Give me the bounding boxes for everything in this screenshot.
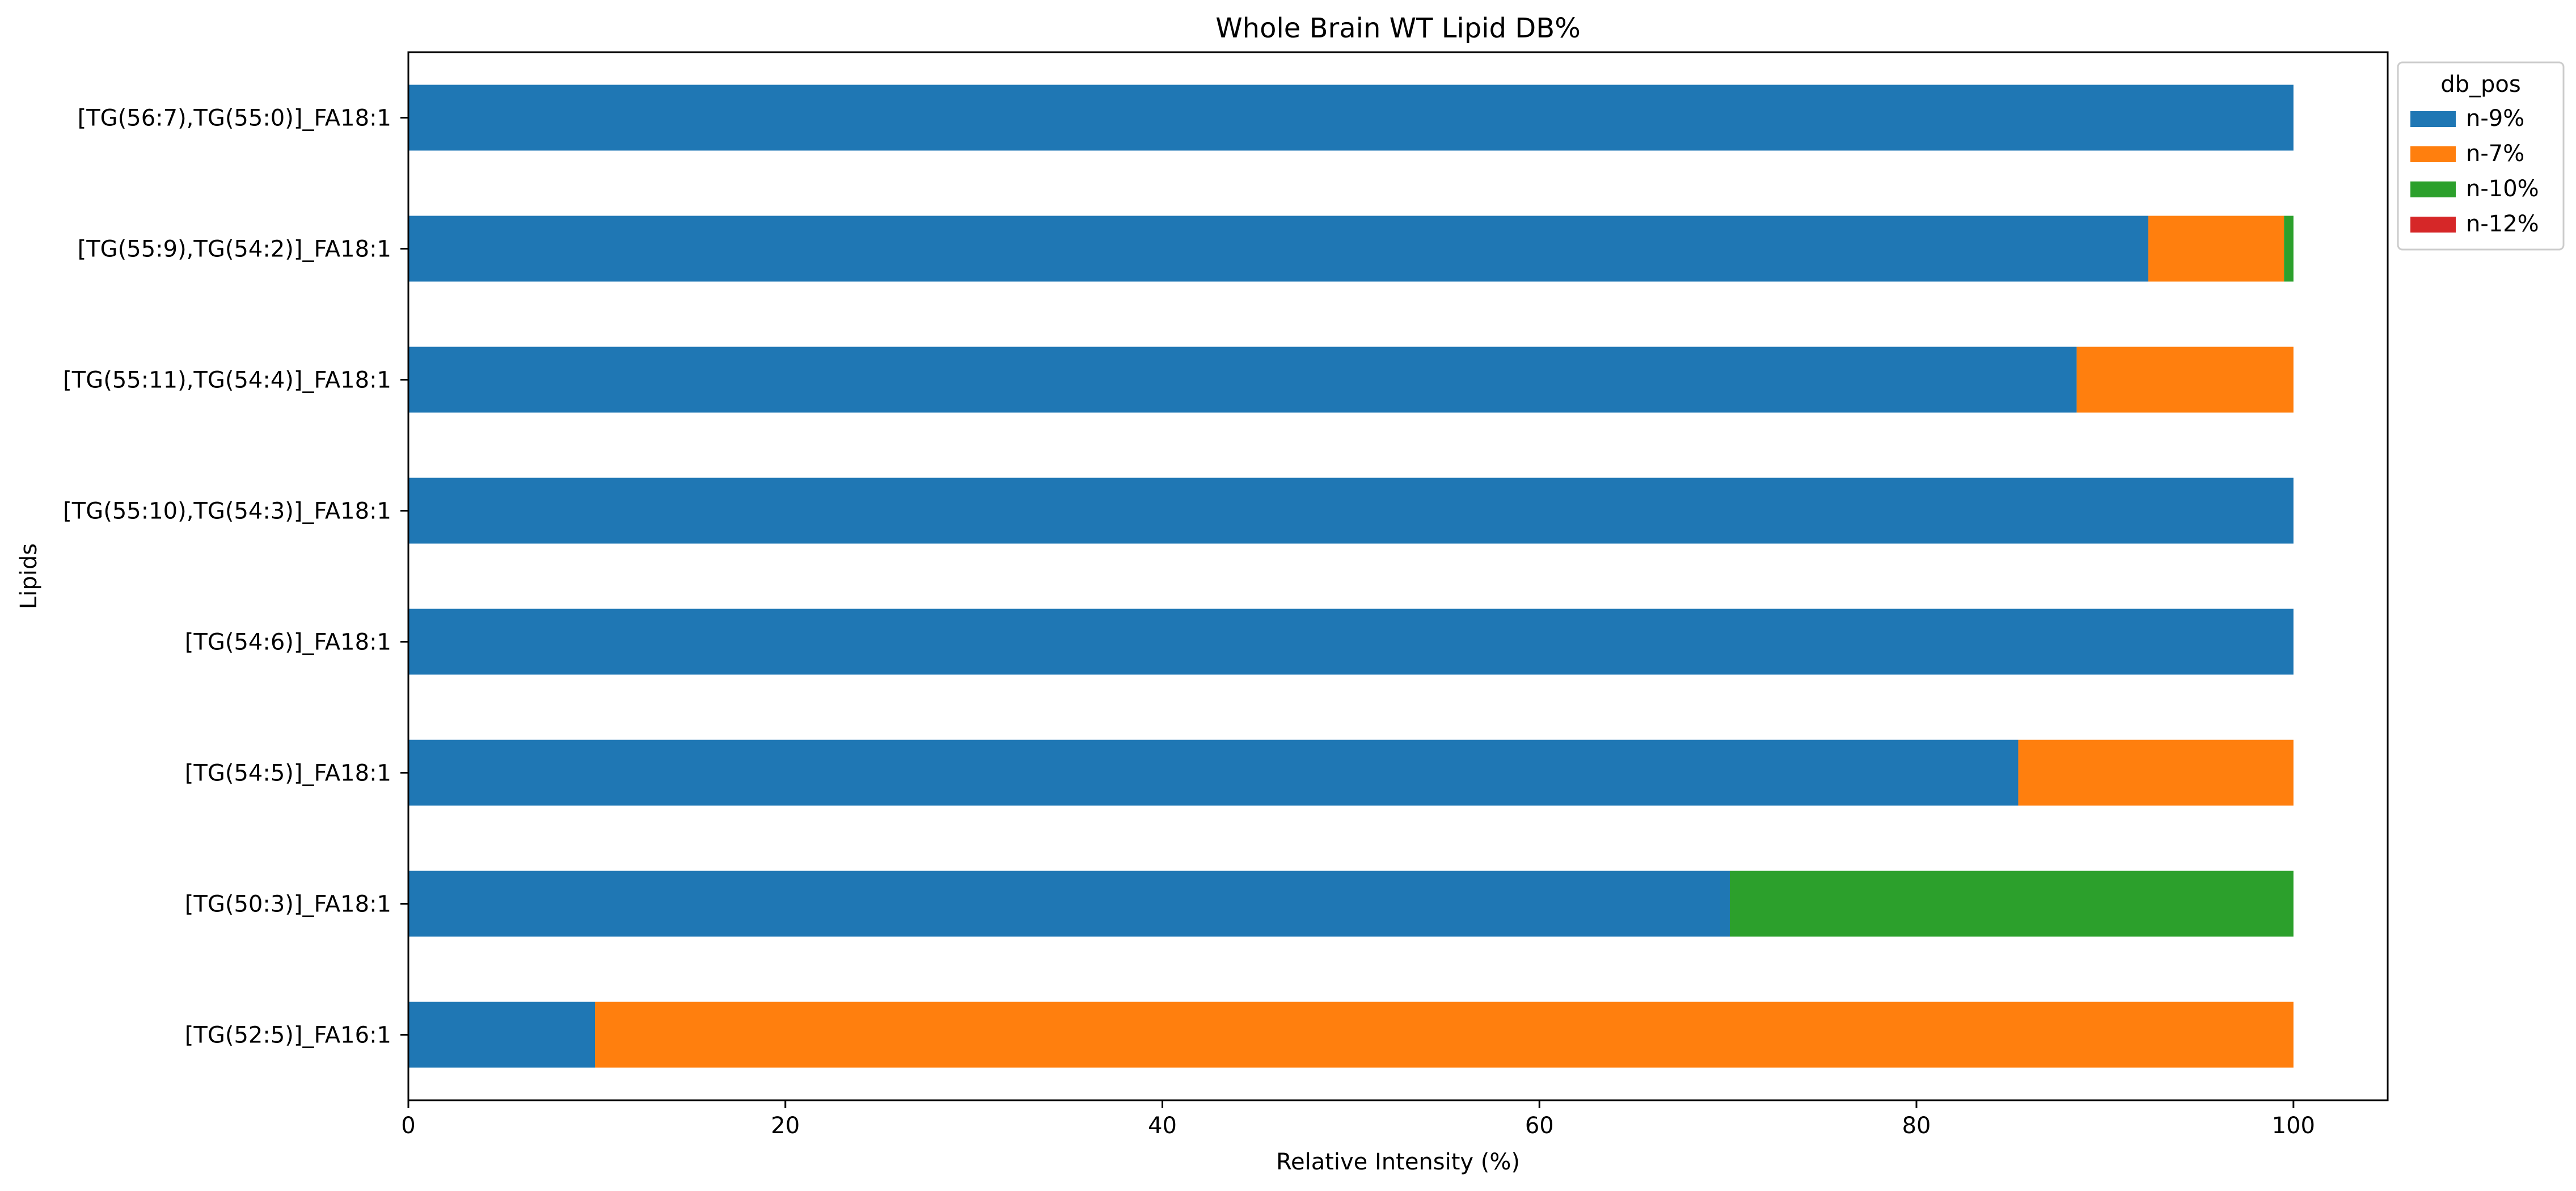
y-tick-label: [TG(56:7),TG(55:0)]_FA18:1: [78, 105, 391, 132]
bar-n7-row-0: [595, 1002, 2294, 1068]
x-tick-label: 20: [771, 1113, 800, 1139]
y-tick-label: [TG(54:5)]_FA18:1: [185, 761, 391, 787]
legend-entry-label: n-9%: [2466, 105, 2524, 132]
legend-swatch: [2410, 111, 2456, 127]
y-axis: [TG(52:5)]_FA16:1 [TG(50:3)]_FA18:1 [TG(54…: [63, 105, 408, 1049]
bar-n9-row-6: [408, 216, 2148, 282]
x-tick-label: 0: [401, 1113, 415, 1139]
bar-n9-row-2: [408, 740, 2018, 806]
y-tick-label: [TG(52:5)]_FA16:1: [185, 1023, 391, 1049]
legend-entry-label: n-12%: [2466, 211, 2539, 237]
bar-n9-row-4: [408, 478, 2294, 544]
x-tick-label: 40: [1148, 1113, 1177, 1139]
y-axis-label: Lipids: [16, 543, 42, 609]
y-tick-label: [TG(55:9),TG(54:2)]_FA18:1: [78, 236, 391, 263]
legend-swatch: [2410, 217, 2456, 233]
plot-frame: [407, 51, 2389, 1101]
bar-n10-row-6: [2284, 216, 2294, 282]
bar-n9-row-0: [408, 1002, 596, 1068]
bar-n7-row-6: [2148, 216, 2284, 282]
x-axis-label: Relative Intensity (%): [1276, 1149, 1520, 1175]
x-tick-label: 100: [2272, 1113, 2315, 1139]
bar-n9-row-5: [408, 347, 2077, 413]
y-tick-label: [TG(55:10),TG(54:3)]_FA18:1: [63, 499, 391, 525]
legend-entry-label: n-7%: [2466, 141, 2524, 167]
bar-n9-row-1: [408, 871, 1730, 937]
legend: db_pos n-9% n-7% n-10% n-12%: [2397, 61, 2565, 251]
bar-n9-row-3: [408, 609, 2294, 675]
bar-n10-row-1: [1729, 871, 2294, 937]
legend-box: [2397, 61, 2565, 251]
bar-n7-row-5: [2076, 347, 2294, 413]
x-tick-label: 60: [1525, 1113, 1554, 1139]
bar-n9-row-7: [408, 85, 2294, 151]
chart-title: Whole Brain WT Lipid DB%: [1215, 12, 1581, 44]
legend-swatch: [2410, 181, 2456, 197]
y-tick-label: [TG(55:11),TG(54:4)]_FA18:1: [63, 368, 391, 394]
bar-n7-row-2: [2018, 740, 2294, 806]
x-axis: 0 20 40 60 80 100: [401, 1100, 2315, 1139]
x-tick-label: 80: [1902, 1113, 1931, 1139]
legend-title: db_pos: [2440, 71, 2520, 98]
legend-entry-label: n-10%: [2466, 176, 2539, 202]
plot-area: [408, 85, 2294, 1068]
y-tick-label: [TG(50:3)]_FA18:1: [185, 892, 391, 918]
legend-swatch: [2410, 146, 2456, 162]
y-tick-label: [TG(54:6)]_FA18:1: [185, 630, 391, 656]
